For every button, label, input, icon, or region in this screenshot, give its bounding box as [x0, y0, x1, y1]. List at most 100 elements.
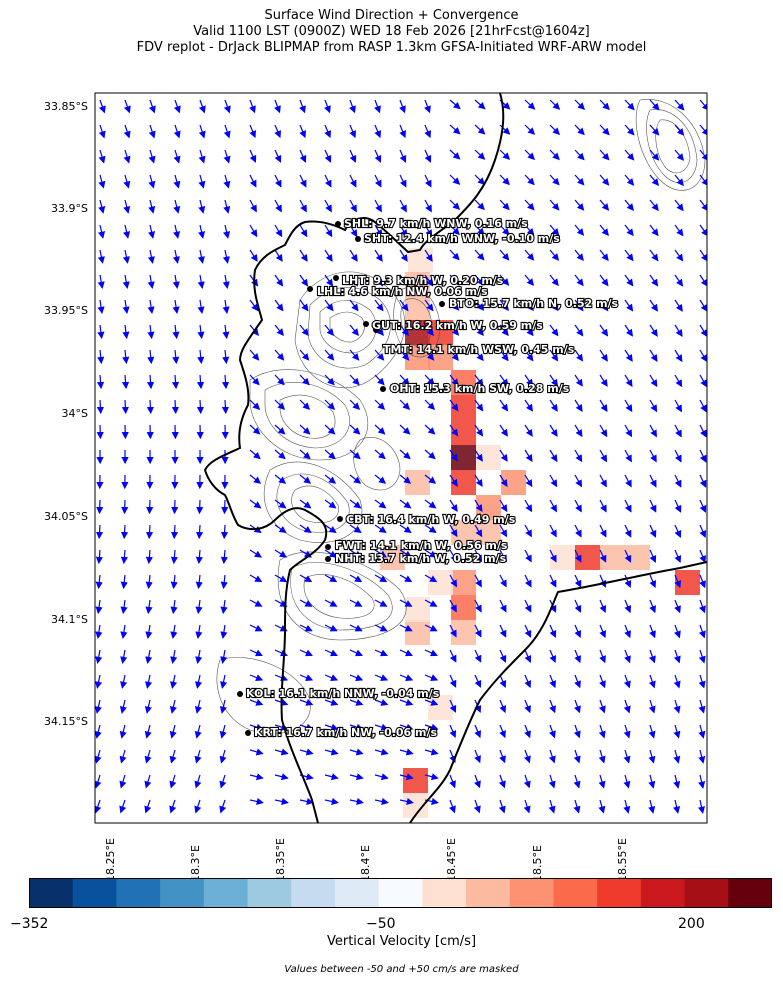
- wind-arrow: [349, 797, 364, 805]
- wind-arrow: [96, 499, 104, 515]
- wind-arrow: [673, 699, 681, 714]
- colorbar-segment: [466, 878, 511, 908]
- wind-arrow: [274, 224, 283, 238]
- wind-arrow: [474, 199, 485, 211]
- wind-arrow: [122, 274, 130, 289]
- wind-arrow: [524, 649, 532, 663]
- wind-arrow: [649, 324, 658, 337]
- wind-arrow: [299, 723, 314, 731]
- station-dot: [380, 386, 386, 392]
- wind-arrow: [222, 249, 230, 264]
- wind-arrow: [524, 674, 532, 689]
- wind-arrow: [549, 424, 558, 437]
- wind-arrow: [499, 174, 510, 186]
- wind-arrow: [474, 174, 486, 186]
- wind-arrow: [324, 399, 336, 411]
- colorbar: [29, 878, 772, 908]
- wind-arrow: [699, 574, 706, 589]
- wind-arrow: [549, 399, 558, 412]
- wind-arrow: [498, 774, 506, 789]
- wind-arrow: [598, 699, 606, 714]
- wind-arrow: [474, 749, 481, 764]
- wind-arrow: [649, 199, 659, 212]
- wind-arrow: [474, 299, 485, 311]
- wind-arrow: [274, 474, 287, 484]
- colorbar-segment: [553, 878, 598, 908]
- wind-arrow: [449, 449, 459, 462]
- wind-arrow: [624, 199, 634, 211]
- wind-arrow: [194, 774, 202, 789]
- wind-arrow: [96, 374, 105, 390]
- wind-arrow: [449, 324, 460, 336]
- wind-arrow: [474, 399, 484, 412]
- wind-arrow: [499, 299, 509, 311]
- wind-arrows: [95, 99, 707, 814]
- wind-arrow: [549, 299, 559, 312]
- wind-arrow: [374, 174, 382, 188]
- wind-arrow: [274, 797, 289, 805]
- convergence-cell: [451, 370, 476, 395]
- colorbar-segment: [160, 878, 205, 908]
- wind-arrow: [449, 374, 459, 387]
- wind-arrow: [173, 199, 181, 214]
- wind-arrow: [194, 799, 202, 814]
- wind-arrow: [249, 624, 263, 632]
- wind-arrow: [574, 99, 586, 111]
- wind-arrow: [599, 149, 610, 161]
- wind-arrow: [673, 649, 681, 664]
- wind-arrow: [249, 299, 259, 312]
- wind-arrow: [299, 324, 309, 337]
- wind-arrow: [674, 249, 684, 262]
- wind-arrow: [324, 524, 337, 534]
- wind-arrow: [374, 474, 387, 484]
- wind-arrow: [399, 674, 414, 681]
- wind-arrow: [95, 699, 102, 714]
- lon-label: 18.25°E: [104, 838, 117, 882]
- wind-arrow: [324, 224, 333, 238]
- lat-label: 34.15°S: [44, 715, 88, 728]
- wind-arrow: [249, 723, 264, 731]
- wind-arrow: [197, 274, 205, 289]
- wind-arrow: [449, 424, 459, 437]
- wind-arrow: [449, 574, 458, 588]
- wind-arrow: [424, 649, 438, 657]
- station-dot: [237, 691, 243, 697]
- wind-arrow: [97, 299, 105, 315]
- wind-arrow: [474, 424, 484, 437]
- convergence-cell: [451, 395, 476, 420]
- wind-arrow: [374, 449, 386, 460]
- wind-arrow: [198, 149, 206, 164]
- wind-arrow: [699, 599, 706, 614]
- wind-arrow: [349, 324, 359, 337]
- wind-arrow: [474, 724, 482, 739]
- wind-arrow: [474, 474, 483, 487]
- wind-arrow: [624, 449, 632, 463]
- wind-arrow: [524, 699, 531, 714]
- convergence-cell: [428, 695, 453, 720]
- wind-arrow: [624, 474, 632, 488]
- wind-arrow: [699, 349, 707, 363]
- wind-arrow: [674, 524, 682, 538]
- wind-arrow: [624, 99, 635, 111]
- wind-arrow: [474, 374, 484, 387]
- wind-arrow: [122, 249, 130, 264]
- wind-arrow: [698, 699, 706, 714]
- wind-arrow: [399, 524, 412, 534]
- wind-arrow: [674, 274, 684, 287]
- wind-arrow: [474, 524, 483, 538]
- wind-arrow: [349, 524, 362, 534]
- wind-arrow: [274, 149, 282, 163]
- wind-arrow: [324, 374, 335, 386]
- wind-arrow: [299, 499, 312, 509]
- wind-arrow: [97, 274, 105, 289]
- wind-arrow: [674, 449, 682, 463]
- wind-arrow: [574, 299, 584, 312]
- wind-arrow: [424, 549, 437, 558]
- map-title-line2: Valid 1100 LST (0900Z) WED 18 Feb 2026 […: [193, 24, 590, 39]
- wind-arrow: [399, 773, 414, 781]
- wind-arrow: [95, 624, 103, 640]
- wind-arrow: [324, 99, 331, 114]
- wind-arrow: [674, 599, 681, 614]
- colorbar-segment: [640, 878, 686, 908]
- wind-arrow: [624, 574, 632, 588]
